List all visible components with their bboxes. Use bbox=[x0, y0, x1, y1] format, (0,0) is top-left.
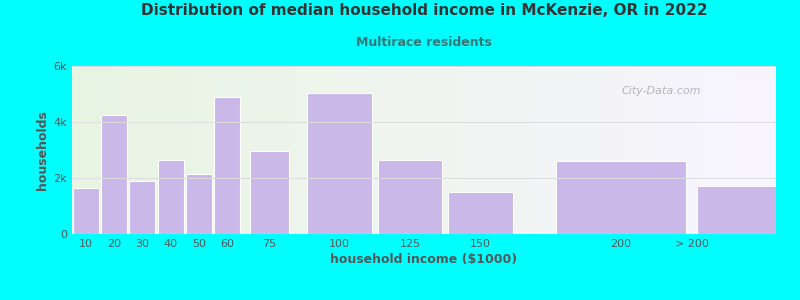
Bar bbox=[102, 115, 127, 234]
Bar bbox=[158, 160, 183, 234]
Bar bbox=[556, 161, 686, 234]
Bar bbox=[250, 152, 289, 234]
Y-axis label: households: households bbox=[36, 110, 50, 190]
Bar bbox=[73, 188, 99, 234]
Bar bbox=[697, 186, 800, 234]
Bar bbox=[378, 160, 442, 234]
Bar bbox=[307, 93, 372, 234]
Text: Distribution of median household income in McKenzie, OR in 2022: Distribution of median household income … bbox=[141, 3, 707, 18]
Text: Multirace residents: Multirace residents bbox=[356, 36, 492, 49]
Bar bbox=[214, 97, 240, 234]
Bar bbox=[448, 192, 513, 234]
Text: City-Data.com: City-Data.com bbox=[621, 86, 701, 96]
Bar bbox=[130, 181, 155, 234]
X-axis label: household income ($1000): household income ($1000) bbox=[330, 253, 518, 266]
Bar bbox=[186, 174, 212, 234]
